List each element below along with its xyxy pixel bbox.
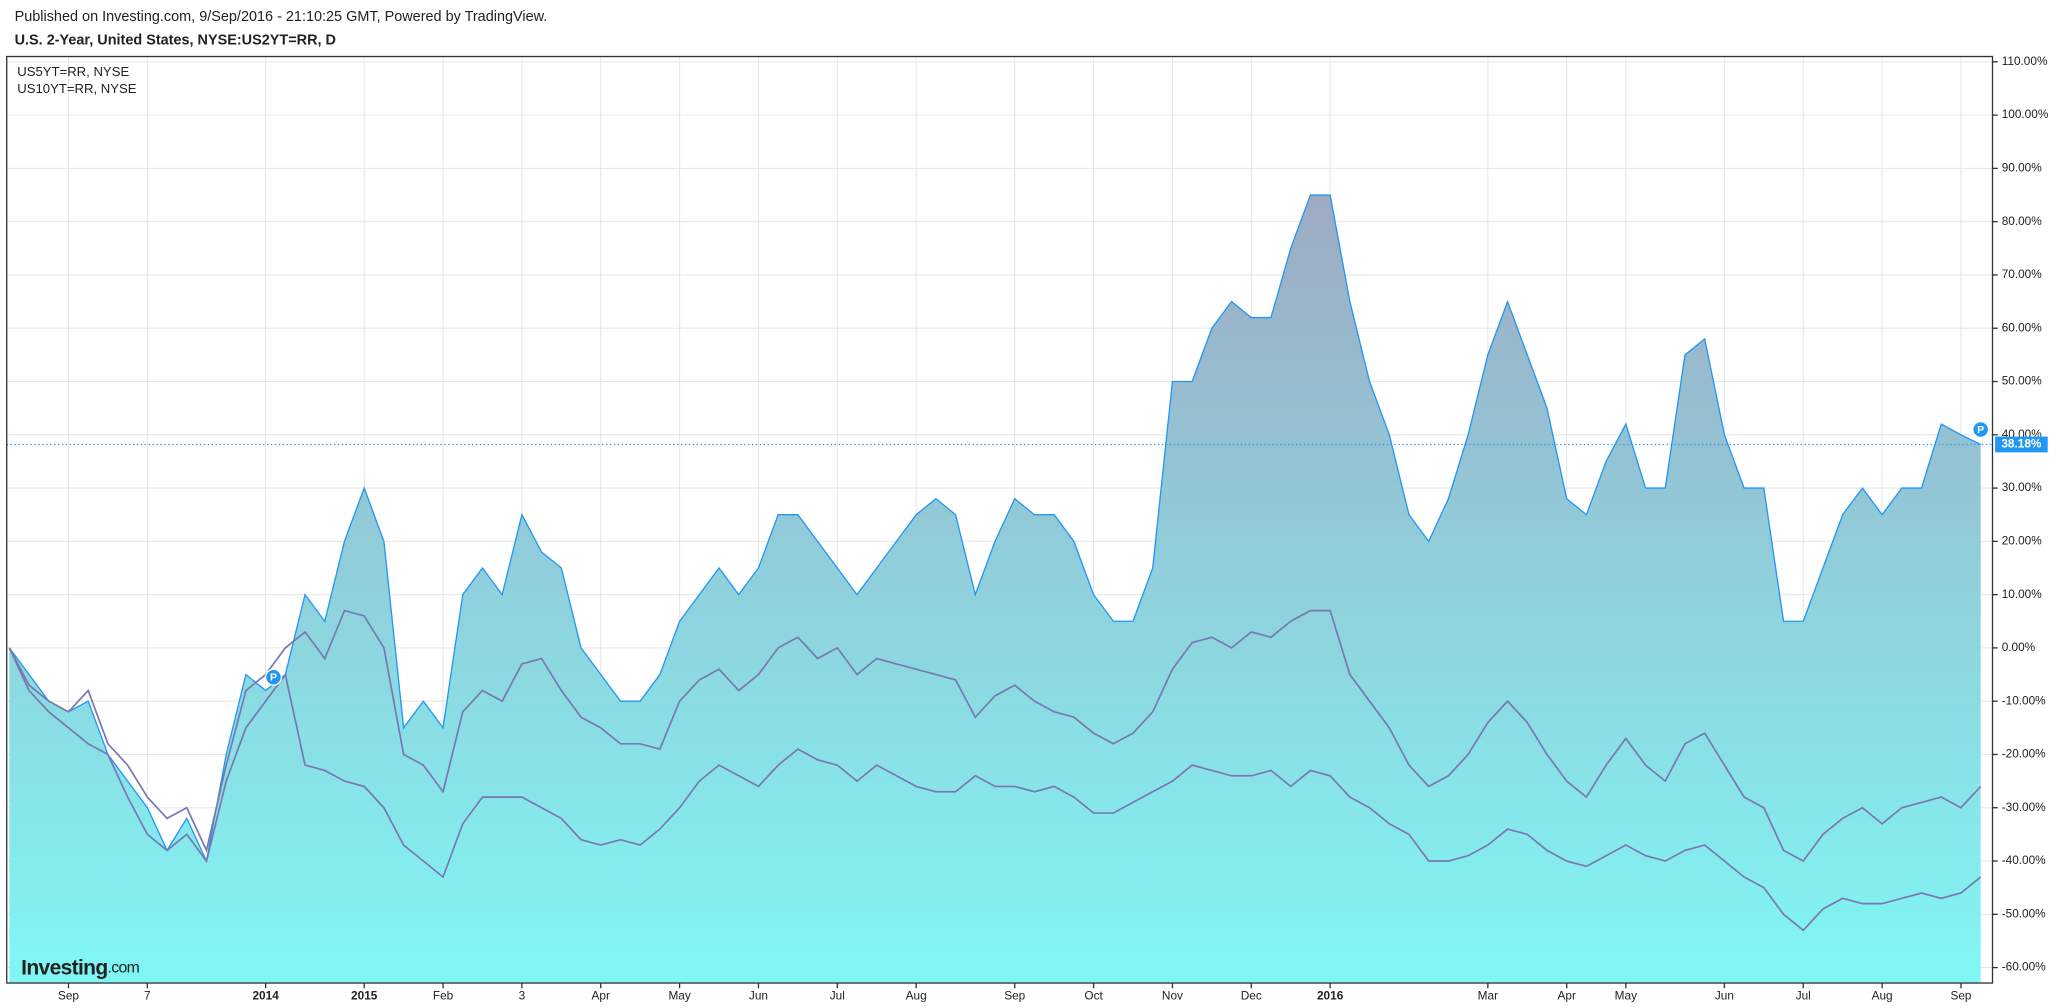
published-note: Published on Investing.com, 9/Sep/2016 -…	[15, 9, 548, 25]
x-tick-label: 7	[144, 988, 151, 1002]
x-tick-label: Aug	[906, 988, 927, 1002]
last-value-tag	[1995, 436, 2048, 453]
x-tick-label: Jul	[830, 988, 845, 1002]
axes: 110.00%100.00%90.00%80.00%70.00%60.00%50…	[17, 54, 2049, 1002]
logo-suffix: .com	[108, 960, 140, 977]
legend-entry: US5YT=RR, NYSE	[17, 64, 129, 79]
x-tick-label: Apr	[592, 988, 610, 1002]
marker	[1972, 420, 1990, 439]
legend-entry: US10YT=RR, NYSE	[17, 81, 137, 96]
area-line	[8, 194, 1981, 864]
x-tick-label: Dec	[1241, 988, 1262, 1002]
area-fill	[9, 195, 1981, 984]
plot-border	[6, 55, 1994, 984]
x-tick-label: Aug	[1872, 988, 1893, 1002]
y-tick-label: -20.00%	[2002, 747, 2046, 761]
y-tick-label: 70.00%	[2002, 267, 2043, 281]
x-tick-label: Apr	[1558, 988, 1576, 1002]
y-tick-label: -30.00%	[2002, 800, 2046, 814]
chart-title: U.S. 2-Year, United States, NYSE:US2YT=R…	[15, 33, 336, 49]
x-tick-label: Mar	[1478, 988, 1498, 1002]
x-tick-label: 2016	[1317, 988, 1344, 1002]
y-tick-label: 60.00%	[2002, 320, 2043, 334]
y-tick-label: 10.00%	[2002, 587, 2043, 601]
x-tick-label: May	[1615, 988, 1637, 1002]
x-tick-label: 3	[519, 988, 526, 1002]
marker-label: P	[270, 672, 277, 684]
y-tick-label: 50.00%	[2002, 374, 2043, 388]
y-tick-label: 100.00%	[2002, 107, 2049, 121]
last-value-label: 38.18%	[2001, 437, 2042, 451]
x-tick-label: 2014	[252, 988, 279, 1002]
x-tick-label: Feb	[433, 988, 454, 1002]
marker-label: P	[1977, 424, 1984, 436]
logo-main: Investing	[21, 956, 107, 979]
x-tick-label: 2015	[351, 988, 378, 1002]
x-tick-label: Jun	[1715, 988, 1734, 1002]
y-tick-label: 90.00%	[2002, 161, 2043, 175]
y-tick-label: -10.00%	[2002, 693, 2046, 707]
y-tick-label: 110.00%	[2002, 54, 2048, 68]
x-tick-label: Oct	[1084, 988, 1103, 1002]
marker	[264, 668, 283, 686]
x-tick-label: Sep	[1004, 988, 1025, 1002]
y-tick-label: -60.00%	[2002, 960, 2046, 974]
x-tick-label: Jun	[749, 988, 768, 1002]
x-tick-label: Sep	[58, 988, 79, 1002]
logo: Investing.com	[21, 956, 139, 979]
x-tick-label: Jul	[1796, 988, 1811, 1002]
x-tick-label: Sep	[1950, 988, 1971, 1002]
compare-line	[8, 609, 1982, 863]
y-tick-label: 80.00%	[2002, 214, 2043, 228]
compare-line	[8, 647, 1982, 932]
y-tick-label: 30.00%	[2002, 480, 2043, 494]
x-tick-label: Nov	[1162, 988, 1183, 1002]
plot	[6, 194, 1993, 984]
x-tick-label: May	[668, 988, 690, 1002]
y-tick-label: -40.00%	[2002, 853, 2046, 867]
y-tick-label: -50.00%	[2002, 906, 2046, 920]
y-tick-label: 20.00%	[2002, 533, 2043, 547]
y-tick-label: 0.00%	[2002, 640, 2036, 654]
